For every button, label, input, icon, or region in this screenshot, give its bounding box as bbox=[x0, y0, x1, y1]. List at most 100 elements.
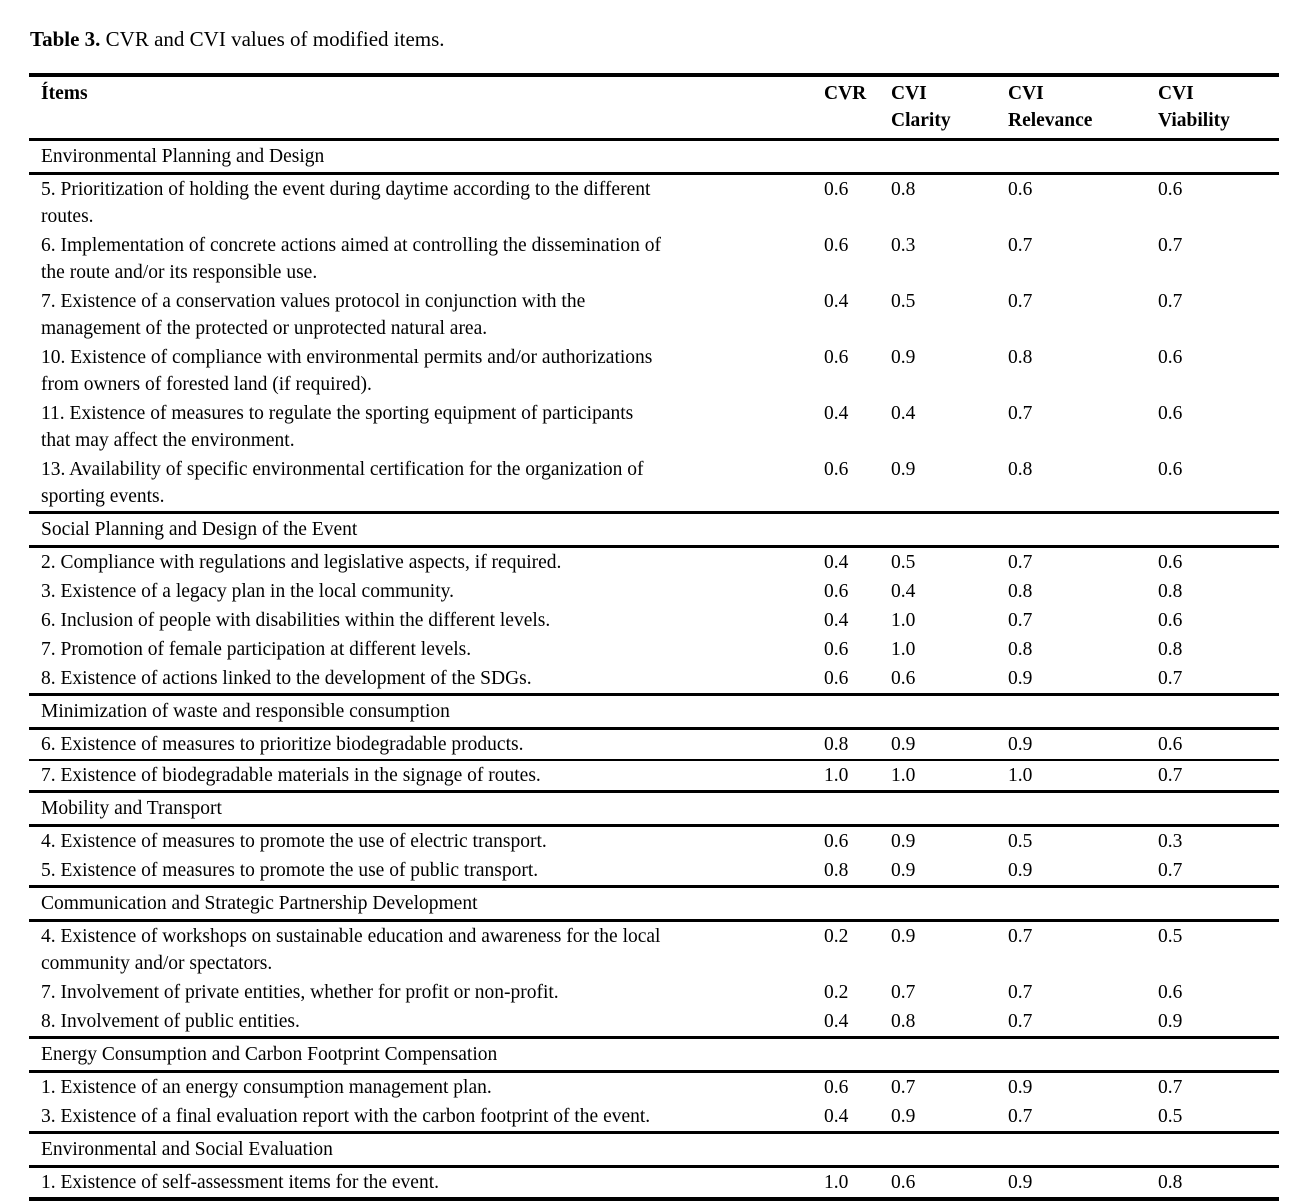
value-cvi-clarity: 0.6 bbox=[891, 668, 916, 689]
value-cvi-viability: 0.7 bbox=[1158, 668, 1183, 689]
table-row: 2. Compliance with regulations and legis… bbox=[29, 547, 1279, 578]
item-text: 5. Prioritization of holding the event d… bbox=[41, 179, 651, 227]
value-cvi-clarity: 0.4 bbox=[891, 581, 916, 602]
value-cvr: 1.0 bbox=[824, 1172, 849, 1193]
table-row: 7. Promotion of female participation at … bbox=[29, 635, 1279, 664]
value-cvi-viability: 0.6 bbox=[1158, 403, 1183, 424]
table-row: 7. Existence of a conservation values pr… bbox=[29, 287, 1279, 343]
value-cvi-viability: 0.3 bbox=[1158, 831, 1183, 852]
section-header-row: Mobility and Transport bbox=[29, 791, 1279, 826]
value-cvi-viability: 0.7 bbox=[1158, 291, 1183, 312]
value-cvi-relevance: 0.9 bbox=[1008, 860, 1033, 881]
value-cvr: 0.6 bbox=[824, 459, 849, 480]
section-header: Environmental and Social Evaluation bbox=[41, 1139, 333, 1160]
value-cvr: 0.6 bbox=[824, 831, 849, 852]
value-cvi-relevance: 0.7 bbox=[1008, 235, 1033, 256]
value-cvi-viability: 0.6 bbox=[1158, 179, 1183, 200]
value-cvr: 0.4 bbox=[824, 552, 849, 573]
table-row: 6. Existence of measures to prioritize b… bbox=[29, 729, 1279, 760]
table-row: 3. Existence of a final evaluation repor… bbox=[29, 1102, 1279, 1133]
table-row: 1. Existence of self-assessment items fo… bbox=[29, 1167, 1279, 1200]
section-header-row: Minimization of waste and responsible co… bbox=[29, 694, 1279, 729]
table-body: Environmental Planning and Design 5. Prio… bbox=[29, 139, 1279, 1200]
value-cvi-clarity: 0.9 bbox=[891, 347, 916, 368]
item-text: 6. Existence of measures to prioritize b… bbox=[41, 734, 524, 755]
value-cvi-clarity: 0.8 bbox=[891, 1011, 916, 1032]
value-cvi-viability: 0.6 bbox=[1158, 459, 1183, 480]
value-cvr: 0.6 bbox=[824, 235, 849, 256]
section-header: Mobility and Transport bbox=[41, 798, 222, 819]
value-cvi-viability: 0.8 bbox=[1158, 1172, 1183, 1193]
value-cvi-clarity: 0.4 bbox=[891, 403, 916, 424]
item-text: 11. Existence of measures to regulate th… bbox=[41, 403, 634, 451]
value-cvi-viability: 0.6 bbox=[1158, 552, 1183, 573]
value-cvi-viability: 0.7 bbox=[1158, 765, 1183, 786]
table-row: 6. Inclusion of people with disabilities… bbox=[29, 606, 1279, 635]
value-cvi-clarity: 0.9 bbox=[891, 459, 916, 480]
value-cvi-clarity: 0.9 bbox=[891, 926, 916, 947]
section-header-row: Communication and Strategic Partnership … bbox=[29, 886, 1279, 921]
item-text: 6. Inclusion of people with disabilities… bbox=[41, 610, 551, 631]
value-cvi-viability: 0.6 bbox=[1158, 347, 1183, 368]
table-caption-text: CVR and CVI values of modified items. bbox=[100, 27, 445, 51]
table-row: 8. Existence of actions linked to the de… bbox=[29, 664, 1279, 695]
value-cvi-clarity: 0.9 bbox=[891, 734, 916, 755]
column-header-items: Ítems bbox=[41, 83, 88, 104]
item-text: 3. Existence of a legacy plan in the loc… bbox=[41, 581, 454, 602]
value-cvi-clarity: 0.5 bbox=[891, 552, 916, 573]
item-text: 1. Existence of an energy consumption ma… bbox=[41, 1077, 492, 1098]
value-cvi-relevance: 0.8 bbox=[1008, 581, 1033, 602]
column-header-cvr: CVR bbox=[824, 83, 867, 104]
item-text: 4. Existence of measures to promote the … bbox=[41, 831, 547, 852]
item-text: 8. Involvement of public entities. bbox=[41, 1011, 300, 1032]
value-cvi-relevance: 0.7 bbox=[1008, 291, 1033, 312]
table-row: 11. Existence of measures to regulate th… bbox=[29, 399, 1279, 455]
column-header-cvi-clarity: CVI Clarity bbox=[891, 83, 951, 131]
value-cvr: 0.6 bbox=[824, 639, 849, 660]
value-cvi-viability: 0.6 bbox=[1158, 734, 1183, 755]
column-header-row: Ítems CVR CVI Clarity CVI Relevance CVI Viab… bbox=[29, 75, 1279, 140]
value-cvi-viability: 0.5 bbox=[1158, 926, 1183, 947]
value-cvr: 0.4 bbox=[824, 610, 849, 631]
value-cvr: 0.4 bbox=[824, 291, 849, 312]
table-row: 1. Existence of an energy consumption ma… bbox=[29, 1072, 1279, 1103]
value-cvi-viability: 0.7 bbox=[1158, 1077, 1183, 1098]
value-cvi-relevance: 0.8 bbox=[1008, 459, 1033, 480]
table-row: 5. Existence of measures to promote the … bbox=[29, 856, 1279, 887]
value-cvi-viability: 0.5 bbox=[1158, 1106, 1183, 1127]
section-header: Communication and Strategic Partnership … bbox=[41, 893, 478, 914]
item-text: 3. Existence of a final evaluation repor… bbox=[41, 1106, 651, 1127]
value-cvr: 0.2 bbox=[824, 926, 849, 947]
item-text: 4. Existence of workshops on sustainable… bbox=[41, 926, 661, 974]
section-header: Minimization of waste and responsible co… bbox=[41, 701, 450, 722]
value-cvi-clarity: 0.9 bbox=[891, 1106, 916, 1127]
item-text: 10. Existence of compliance with environ… bbox=[41, 347, 653, 395]
value-cvi-relevance: 1.0 bbox=[1008, 765, 1033, 786]
value-cvi-relevance: 0.7 bbox=[1008, 982, 1033, 1003]
value-cvi-viability: 0.6 bbox=[1158, 982, 1183, 1003]
table-row: 8. Involvement of public entities. 0.4 0.8… bbox=[29, 1007, 1279, 1038]
table-header: Ítems CVR CVI Clarity CVI Relevance CVI Viab… bbox=[29, 75, 1279, 140]
value-cvr: 0.4 bbox=[824, 1106, 849, 1127]
table-row: 7. Existence of biodegradable materials … bbox=[29, 760, 1279, 792]
value-cvi-relevance: 0.7 bbox=[1008, 1011, 1033, 1032]
value-cvi-clarity: 0.9 bbox=[891, 860, 916, 881]
value-cvi-clarity: 0.6 bbox=[891, 1172, 916, 1193]
value-cvi-clarity: 0.3 bbox=[891, 235, 916, 256]
value-cvi-relevance: 0.6 bbox=[1008, 179, 1033, 200]
table-row: 13. Availability of specific environment… bbox=[29, 455, 1279, 513]
table-caption: Table 3. CVR and CVI values of modified … bbox=[30, 26, 1281, 53]
table-row: 4. Existence of measures to promote the … bbox=[29, 826, 1279, 857]
item-text: 2. Compliance with regulations and legis… bbox=[41, 552, 562, 573]
item-text: 5. Existence of measures to promote the … bbox=[41, 860, 539, 881]
value-cvi-relevance: 0.9 bbox=[1008, 1077, 1033, 1098]
value-cvi-clarity: 1.0 bbox=[891, 610, 916, 631]
value-cvi-relevance: 0.7 bbox=[1008, 610, 1033, 631]
table-row: 3. Existence of a legacy plan in the loc… bbox=[29, 577, 1279, 606]
value-cvi-clarity: 0.5 bbox=[891, 291, 916, 312]
value-cvi-viability: 0.7 bbox=[1158, 860, 1183, 881]
section-header-row: Energy Consumption and Carbon Footprint … bbox=[29, 1037, 1279, 1072]
item-text: 6. Implementation of concrete actions ai… bbox=[41, 235, 662, 283]
value-cvr: 1.0 bbox=[824, 765, 849, 786]
